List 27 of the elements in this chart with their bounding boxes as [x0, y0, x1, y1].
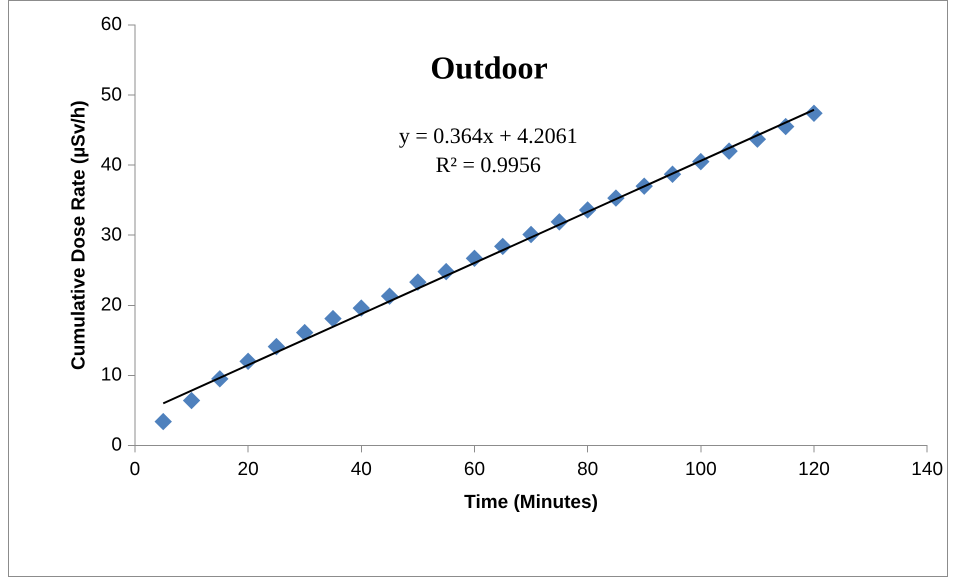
y-tick-label: 50 [100, 84, 122, 106]
y-axis-title: Cumulative Dose Rate (µSv/h) [68, 100, 90, 370]
x-tick-label: 0 [130, 459, 140, 480]
x-tick-label: 60 [464, 459, 486, 480]
x-tick-label: 100 [684, 459, 717, 480]
x-tick-label: 40 [350, 459, 372, 480]
x-tick-label: 80 [577, 459, 598, 480]
point [352, 300, 370, 317]
x-axis-title: Time (Minutes) [464, 492, 598, 513]
text: Outdoor [430, 49, 548, 86]
y-tick-label: 60 [100, 14, 122, 36]
x-tick-label: 120 [798, 459, 830, 480]
point [183, 392, 200, 410]
y-tick-label: 40 [100, 154, 122, 176]
point [409, 274, 426, 291]
x-tick-label: 20 [238, 459, 259, 480]
point [268, 338, 285, 356]
point [296, 324, 314, 342]
y-tick-label: 20 [100, 294, 122, 316]
y-tick-label: 30 [100, 224, 122, 246]
y-tick-label: 0 [111, 434, 122, 456]
annotation: R² = 0.9956 [436, 152, 541, 177]
point [154, 413, 172, 430]
y-tick-label: 10 [100, 364, 122, 386]
point [324, 310, 342, 328]
annotation: y = 0.364x + 4.2061 [398, 122, 578, 148]
x-tick-label: 140 [911, 459, 943, 480]
